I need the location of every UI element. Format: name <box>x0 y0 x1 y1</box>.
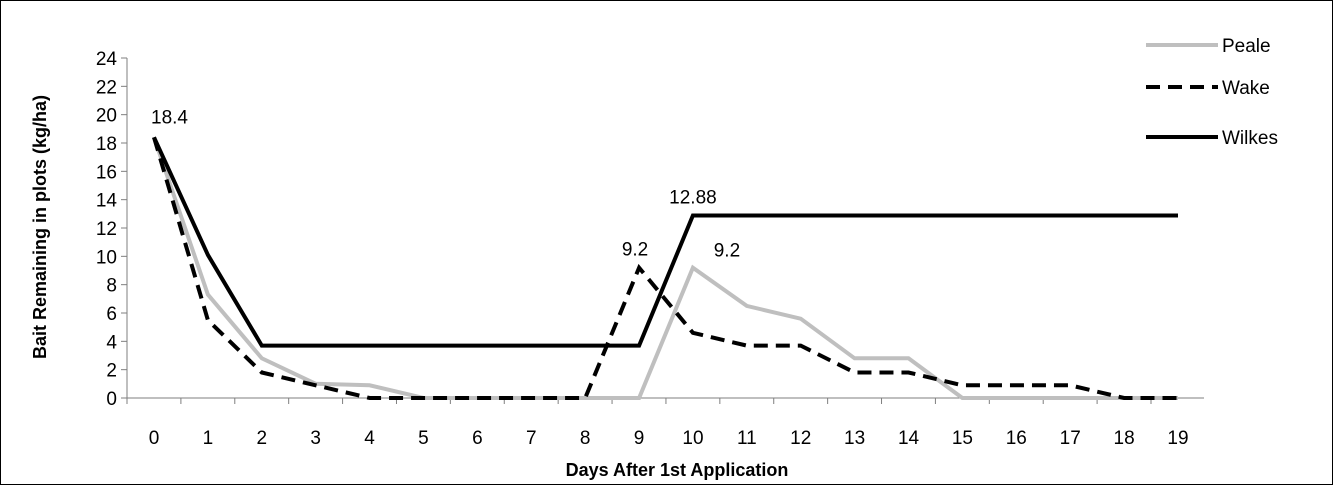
series-layer <box>152 136 1178 400</box>
y-tick-label: 12 <box>96 219 117 240</box>
series-line-wilkes <box>152 136 1178 348</box>
series-line-wake <box>152 136 1178 400</box>
y-tick-label: 4 <box>106 332 117 353</box>
x-tick-label: 14 <box>898 428 920 449</box>
x-tick-label: 10 <box>682 428 703 449</box>
x-tick-label: 6 <box>472 428 483 449</box>
x-tick-label: 18 <box>1114 428 1135 449</box>
legend-label-wake: Wake <box>1222 78 1270 99</box>
y-tick-label: 18 <box>96 134 117 155</box>
x-tick-label: 2 <box>257 428 268 449</box>
x-tick-label: 4 <box>364 428 375 449</box>
x-tick-label: 5 <box>418 428 429 449</box>
y-axis-title: Bait Remaining in plots (kg/ha) <box>30 95 50 359</box>
x-tick-label: 15 <box>952 428 973 449</box>
y-tick-label: 8 <box>106 276 117 297</box>
data-label: 18.4 <box>151 107 188 128</box>
x-tick-label: 1 <box>203 428 214 449</box>
legend-label-peale: Peale <box>1222 36 1271 57</box>
series-line-peale <box>152 136 1178 400</box>
y-tick-label: 10 <box>96 247 117 268</box>
x-tick-label: 11 <box>737 428 757 449</box>
x-tick-label: 0 <box>149 428 160 449</box>
y-tick-label: 24 <box>96 49 118 70</box>
y-tick-label: 0 <box>106 389 117 410</box>
legend: Peale Wake Wilkes <box>1146 36 1278 149</box>
x-tick-label: 13 <box>844 428 865 449</box>
y-tick-label: 16 <box>96 162 117 183</box>
data-label: 9.2 <box>714 241 740 262</box>
x-tick-label: 12 <box>790 428 811 449</box>
x-tick-label: 7 <box>526 428 537 449</box>
x-tick-label: 16 <box>1006 428 1027 449</box>
data-labels-layer: 18.4 9.2 12.88 9.2 <box>151 107 740 261</box>
data-label: 12.88 <box>669 188 717 209</box>
x-tick-label: 19 <box>1167 428 1188 449</box>
y-tick-label: 2 <box>106 361 117 382</box>
y-tick-label: 22 <box>96 77 117 98</box>
y-tick-label: 6 <box>106 304 117 325</box>
x-tick-label: 3 <box>310 428 321 449</box>
x-tick-label: 9 <box>634 428 645 449</box>
y-tick-label: 14 <box>96 191 118 212</box>
x-axis-title: Days After 1st Application <box>566 460 789 480</box>
y-tick-label: 20 <box>96 106 117 127</box>
data-label: 9.2 <box>622 240 648 261</box>
legend-label-wilkes: Wilkes <box>1222 128 1278 149</box>
x-tick-label: 8 <box>580 428 591 449</box>
x-tick-label: 17 <box>1060 428 1081 449</box>
